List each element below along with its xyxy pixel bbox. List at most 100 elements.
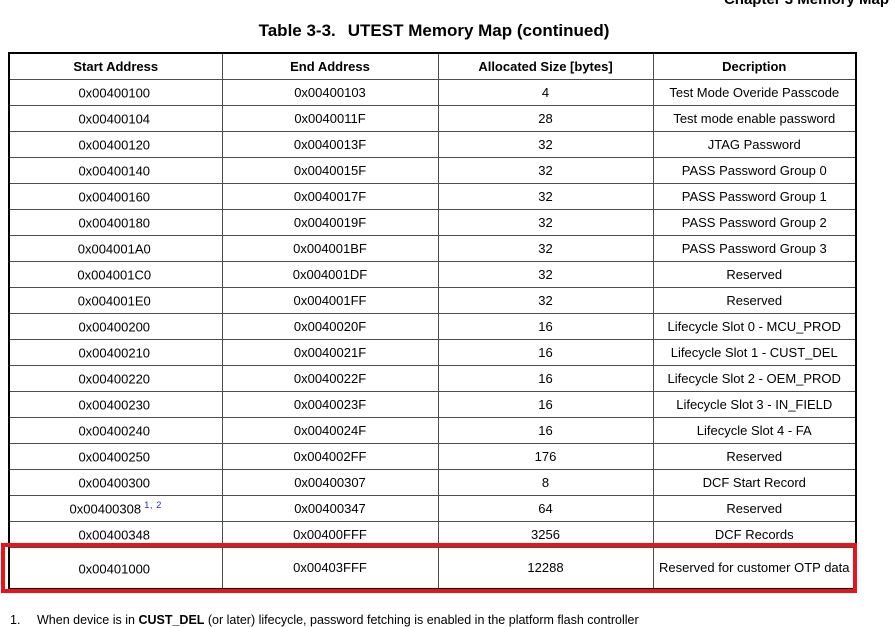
cell-start-address: 0x00400210	[8, 338, 223, 366]
cell-allocated-size: 32	[437, 260, 654, 288]
start-address-value: 0x004001E0	[77, 293, 151, 309]
start-address-value: 0x00400240	[78, 423, 151, 439]
cell-description: Reserved	[652, 260, 857, 288]
table-title-text: UTEST Memory Map (continued)	[347, 21, 610, 40]
cell-end-address: 0x00400307	[221, 468, 439, 496]
cell-description: Lifecycle Slot 2 - OEM_PROD	[652, 364, 857, 392]
cell-end-address: 0x0040023F	[221, 390, 439, 418]
cell-end-address: 0x0040020F	[221, 312, 439, 340]
column-header-start-address: Start Address	[8, 52, 223, 80]
table-row: 0x00400240 0x0040024F 16 Lifecycle Slot …	[8, 416, 857, 444]
cell-allocated-size: 28	[437, 104, 654, 132]
start-address-value: 0x00400230	[78, 397, 151, 413]
start-address-value: 0x00400210	[78, 345, 151, 361]
cell-end-address: 0x004001DF	[221, 260, 439, 288]
cell-description: Lifecycle Slot 1 - CUST_DEL	[652, 338, 857, 366]
table-header-row: Start Address End Address Allocated Size…	[8, 52, 857, 80]
cell-allocated-size: 4	[437, 78, 654, 106]
utest-memory-map-table: Start Address End Address Allocated Size…	[8, 52, 857, 590]
table-row: 0x00400160 0x0040017F 32 PASS Password G…	[8, 182, 857, 210]
cell-description: Test mode enable password	[652, 104, 857, 132]
cell-allocated-size: 8	[437, 468, 654, 496]
cell-description: DCF Start Record	[652, 468, 857, 496]
cell-end-address: 0x0040024F	[221, 416, 439, 444]
cell-start-address: 0x00400200	[8, 312, 223, 340]
cell-start-address: 0x00400308 1, 2	[8, 494, 223, 522]
cell-allocated-size: 64	[437, 494, 654, 522]
cell-end-address: 0x00400103	[221, 78, 439, 106]
footnote-text-bold: CUST_DEL	[138, 613, 205, 627]
cell-description: Reserved for customer OTP data	[652, 546, 857, 590]
cell-end-address: 0x00400347	[221, 494, 439, 522]
table-row: 0x00400230 0x0040023F 16 Lifecycle Slot …	[8, 390, 857, 418]
cell-start-address: 0x00400140	[8, 156, 223, 184]
cell-start-address: 0x00400300	[8, 468, 223, 496]
cell-description: PASS Password Group 1	[652, 182, 857, 210]
table-title: Table 3-3. UTEST Memory Map (continued)	[0, 21, 868, 41]
table-row: 0x00400200 0x0040020F 16 Lifecycle Slot …	[8, 312, 857, 340]
cell-description: Lifecycle Slot 0 - MCU_PROD	[652, 312, 857, 340]
start-address-value: 0x00400300	[78, 475, 151, 491]
cell-end-address: 0x0040017F	[221, 182, 439, 210]
table-row: 0x00400220 0x0040022F 16 Lifecycle Slot …	[8, 364, 857, 392]
start-address-value: 0x00400160	[78, 189, 151, 205]
table-row: 0x004001A0 0x004001BF 32 PASS Password G…	[8, 234, 857, 262]
footnote-text-pre: When device is in	[37, 613, 139, 627]
cell-start-address: 0x00400100	[8, 78, 223, 106]
table-row: 0x00400140 0x0040015F 32 PASS Password G…	[8, 156, 857, 184]
footnote-line: 1. When device is in CUST_DEL (or later) …	[10, 613, 639, 627]
cell-end-address: 0x0040015F	[221, 156, 439, 184]
cell-description: Reserved	[652, 286, 857, 314]
column-header-end-address: End Address	[221, 52, 439, 80]
cell-start-address: 0x00400180	[8, 208, 223, 236]
cell-allocated-size: 3256	[437, 520, 654, 548]
start-address-value: 0x00400120	[78, 137, 151, 153]
footnote-ref-link[interactable]: 1, 2	[144, 499, 162, 511]
cell-allocated-size: 32	[437, 130, 654, 158]
table-row: 0x00400104 0x0040011F 28 Test mode enabl…	[8, 104, 857, 132]
table-row: 0x00401000 0x00403FFF 12288 Reserved for…	[8, 546, 857, 590]
start-address-value: 0x00400180	[78, 215, 151, 231]
cell-allocated-size: 32	[437, 234, 654, 262]
start-address-value: 0x00400104	[78, 111, 151, 127]
cell-allocated-size: 16	[437, 364, 654, 392]
cell-start-address: 0x00400240	[8, 416, 223, 444]
cell-start-address: 0x00400250	[8, 442, 223, 470]
cell-description: PASS Password Group 2	[652, 208, 857, 236]
start-address-value: 0x00400140	[78, 163, 151, 179]
start-address-value: 0x00400100	[78, 85, 151, 101]
table-row: 0x00400348 0x00400FFF 3256 DCF Records	[8, 520, 857, 548]
cell-start-address: 0x00400348	[8, 520, 223, 548]
column-header-allocated-size: Allocated Size [bytes]	[437, 52, 654, 80]
cell-description: Reserved	[652, 494, 857, 522]
cell-start-address: 0x00400220	[8, 364, 223, 392]
start-address-value: 0x00400220	[78, 371, 151, 387]
cell-allocated-size: 32	[437, 182, 654, 210]
cell-allocated-size: 32	[437, 156, 654, 184]
cell-description: Test Mode Overide Passcode	[652, 78, 857, 106]
table-row: 0x00400210 0x0040021F 16 Lifecycle Slot …	[8, 338, 857, 366]
cell-allocated-size: 16	[437, 312, 654, 340]
cell-end-address: 0x004002FF	[221, 442, 439, 470]
table-row: 0x00400120 0x0040013F 32 JTAG Password	[8, 130, 857, 158]
cell-end-address: 0x004001BF	[221, 234, 439, 262]
cell-allocated-size: 16	[437, 416, 654, 444]
cell-description: DCF Records	[652, 520, 857, 548]
table-row: 0x00400308 1, 2 0x00400347 64 Reserved	[8, 494, 857, 522]
footnote-marker: 1.	[10, 613, 21, 627]
table-row: 0x004001E0 0x004001FF 32 Reserved	[8, 286, 857, 314]
cell-end-address: 0x0040021F	[221, 338, 439, 366]
cell-allocated-size: 32	[437, 208, 654, 236]
cell-start-address: 0x004001C0	[8, 260, 223, 288]
cell-description: Reserved	[652, 442, 857, 470]
table-title-label: Table 3-3.	[258, 21, 336, 40]
cell-description: JTAG Password	[652, 130, 857, 158]
cell-allocated-size: 16	[437, 390, 654, 418]
cell-start-address: 0x00400160	[8, 182, 223, 210]
cell-start-address: 0x00400230	[8, 390, 223, 418]
cell-description: Lifecycle Slot 4 - FA	[652, 416, 857, 444]
cell-end-address: 0x00403FFF	[221, 546, 439, 590]
cell-description: PASS Password Group 0	[652, 156, 857, 184]
cell-allocated-size: 16	[437, 338, 654, 366]
table-row: 0x004001C0 0x004001DF 32 Reserved	[8, 260, 857, 288]
